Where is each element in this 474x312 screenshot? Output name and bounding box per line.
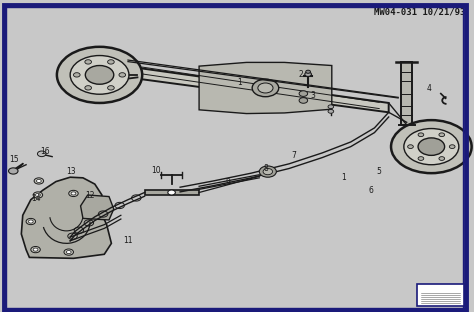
Circle shape	[299, 91, 308, 96]
Circle shape	[404, 129, 459, 165]
Circle shape	[299, 98, 308, 103]
Circle shape	[28, 220, 33, 223]
Circle shape	[57, 47, 142, 103]
Text: 11: 11	[123, 236, 133, 245]
Text: 14: 14	[31, 194, 40, 202]
Polygon shape	[145, 190, 199, 195]
Circle shape	[418, 157, 424, 160]
Circle shape	[31, 246, 40, 253]
Circle shape	[259, 166, 276, 177]
Circle shape	[328, 105, 334, 109]
Circle shape	[418, 138, 445, 155]
Circle shape	[33, 248, 38, 251]
Circle shape	[37, 151, 46, 157]
Circle shape	[305, 72, 311, 76]
Text: MW04-031 10/21/93: MW04-031 10/21/93	[374, 8, 465, 17]
Polygon shape	[401, 62, 412, 125]
Circle shape	[306, 70, 310, 73]
Circle shape	[71, 192, 76, 195]
Circle shape	[258, 83, 273, 93]
Polygon shape	[81, 195, 114, 220]
Text: 12: 12	[85, 191, 95, 199]
Circle shape	[85, 60, 91, 64]
Circle shape	[26, 218, 36, 225]
Circle shape	[439, 133, 445, 137]
Circle shape	[73, 73, 80, 77]
Circle shape	[69, 190, 78, 197]
Circle shape	[64, 249, 73, 255]
Circle shape	[33, 192, 43, 198]
Circle shape	[328, 110, 334, 113]
Circle shape	[418, 133, 424, 137]
Text: 5: 5	[377, 167, 382, 176]
Circle shape	[36, 179, 41, 183]
Text: 13: 13	[66, 167, 76, 176]
Circle shape	[108, 60, 114, 64]
Text: 9: 9	[225, 178, 230, 187]
Polygon shape	[21, 177, 111, 258]
Circle shape	[36, 193, 40, 197]
Text: 10: 10	[152, 166, 161, 174]
Circle shape	[34, 178, 44, 184]
Circle shape	[66, 251, 71, 254]
Circle shape	[252, 79, 279, 97]
Circle shape	[85, 66, 114, 84]
Circle shape	[85, 86, 91, 90]
Circle shape	[408, 145, 413, 149]
Circle shape	[263, 168, 273, 175]
Text: 1: 1	[341, 173, 346, 182]
Text: 4: 4	[427, 85, 431, 93]
Text: 8: 8	[263, 164, 268, 173]
Text: 1: 1	[237, 78, 242, 87]
Circle shape	[108, 86, 114, 90]
Text: 3: 3	[310, 91, 315, 100]
Text: 6: 6	[368, 186, 373, 195]
Polygon shape	[121, 66, 389, 112]
FancyBboxPatch shape	[417, 284, 464, 306]
Circle shape	[168, 190, 175, 195]
Text: 16: 16	[40, 147, 50, 156]
Circle shape	[439, 157, 445, 160]
Text: 7: 7	[292, 152, 296, 160]
Text: 15: 15	[9, 155, 19, 163]
Circle shape	[119, 73, 126, 77]
Circle shape	[9, 168, 18, 174]
Polygon shape	[199, 62, 332, 114]
Circle shape	[70, 56, 129, 94]
Circle shape	[449, 145, 455, 149]
Text: 2: 2	[299, 71, 303, 79]
Circle shape	[391, 120, 472, 173]
